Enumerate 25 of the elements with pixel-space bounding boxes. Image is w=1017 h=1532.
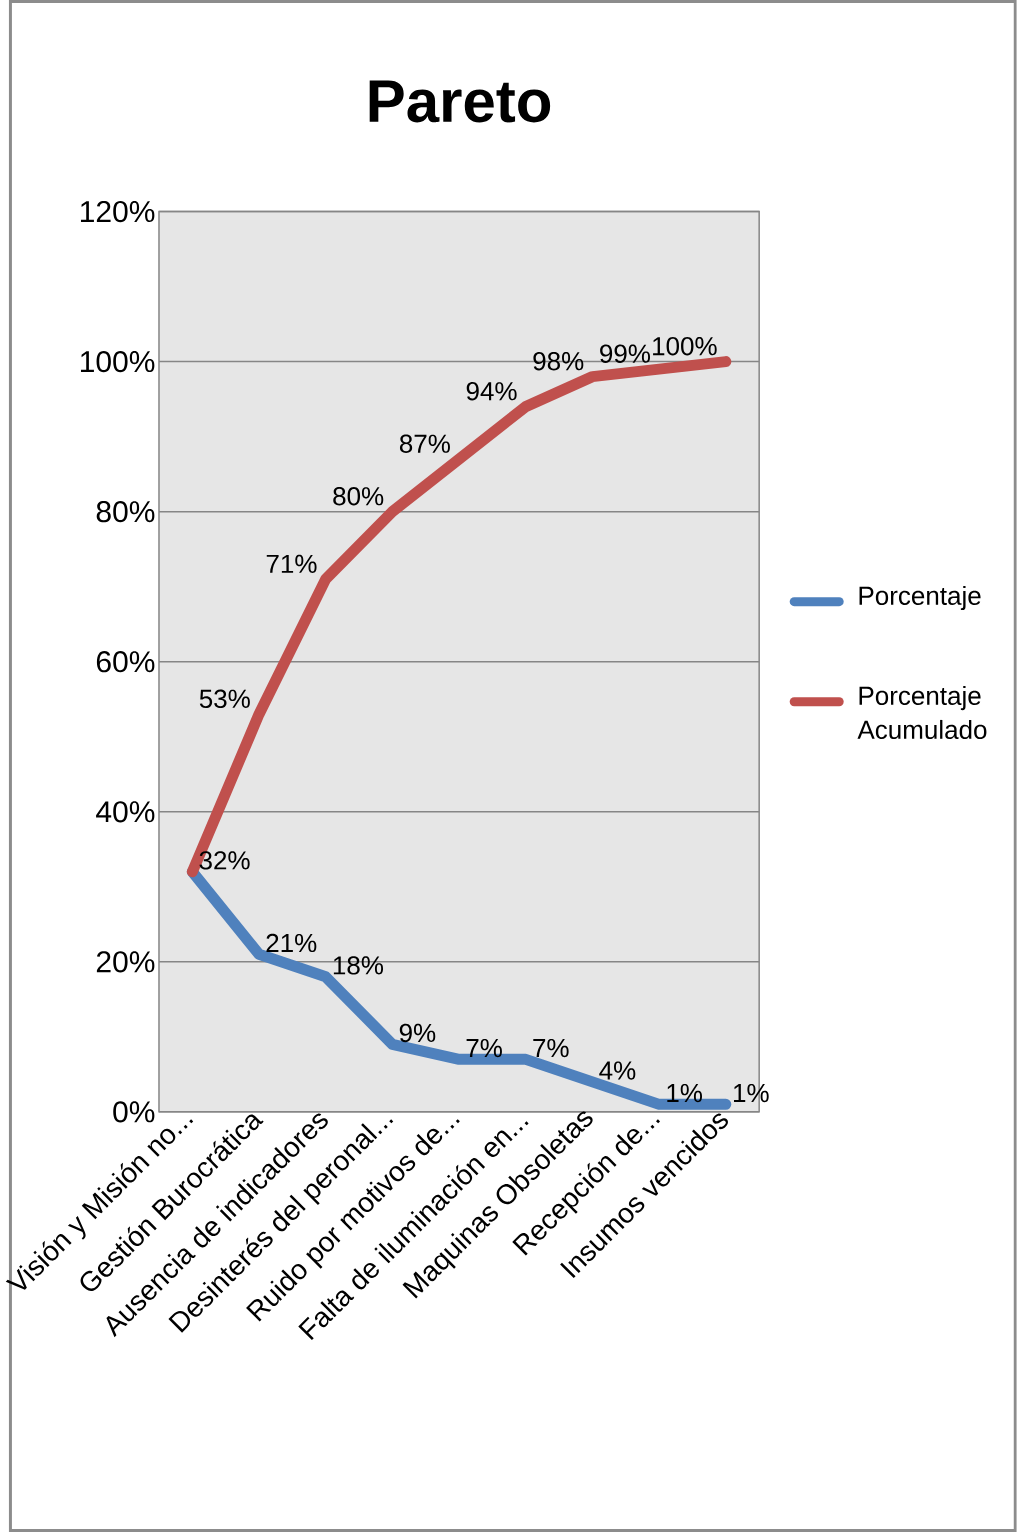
data-label: 100% [653,336,717,356]
chart-title: Pareto [369,80,551,123]
data-label: 71% [266,554,317,573]
data-label: 4% [599,1061,636,1080]
data-label: 99% [600,344,651,363]
data-label: 21% [266,933,317,953]
legend-label: Porcentaje Acumulado [857,685,987,740]
data-label: 1% [667,1083,703,1103]
y-tick-label: 120% [81,200,155,223]
data-label: 80% [333,487,384,506]
y-tick-label: 40% [96,801,155,823]
data-label: 94% [466,382,517,401]
y-tick-label: 100% [81,350,155,373]
data-label: 18% [334,956,384,975]
legend-label: Porcentaje [859,585,981,611]
y-tick-label: 80% [96,501,155,523]
data-label: 1% [734,1083,769,1103]
data-label: 9% [399,1023,436,1043]
y-tick-label: 60% [97,651,155,673]
data-label: 7% [533,1038,569,1058]
data-label: 98% [533,351,584,371]
data-label: 7% [466,1038,503,1058]
data-label: 53% [199,689,250,709]
data-label: 87% [400,434,451,453]
y-tick-label: 20% [97,951,155,973]
